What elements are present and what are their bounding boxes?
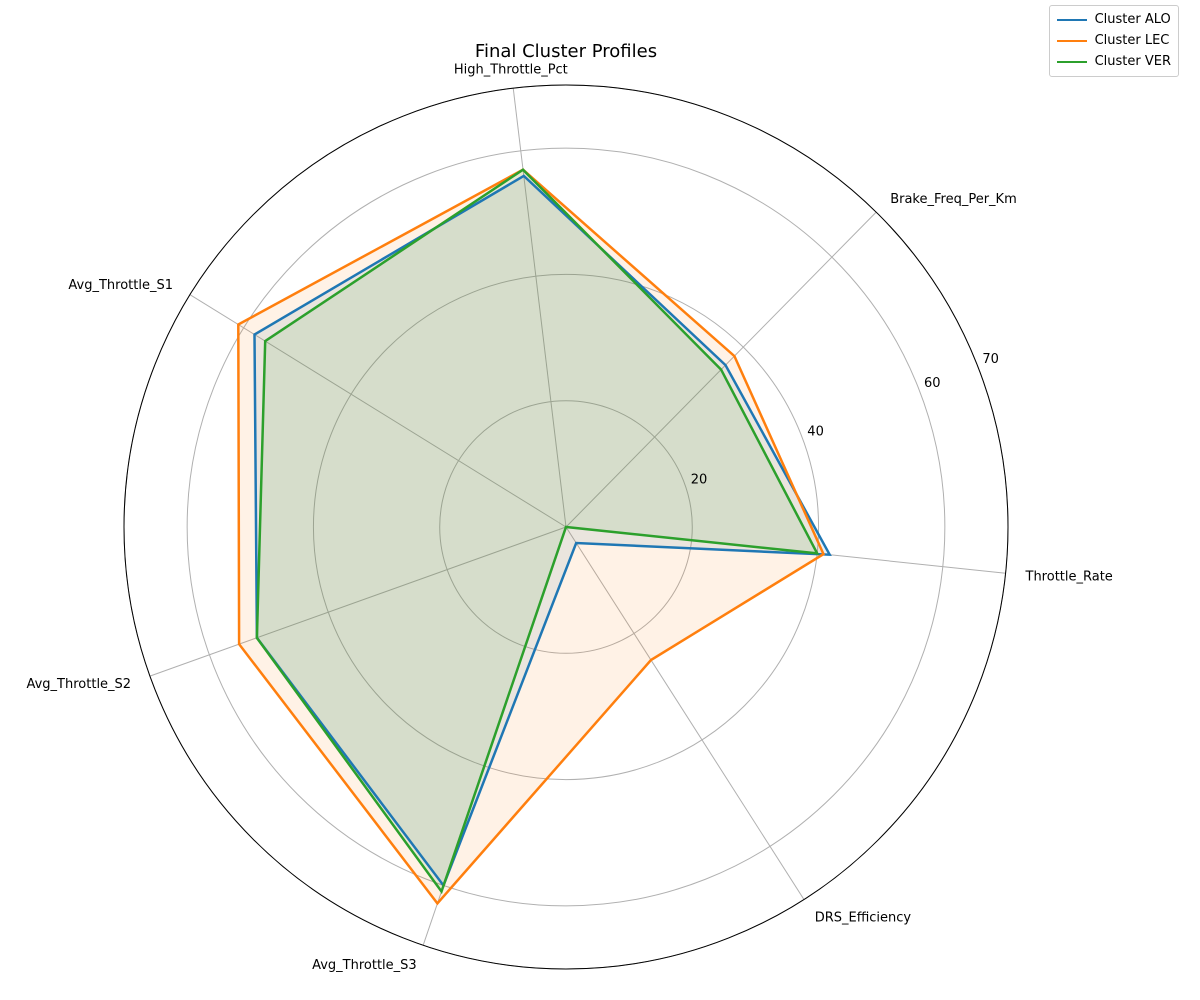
grid-circle-20 (439, 400, 693, 654)
radial-tick-label-70: 70 (982, 352, 999, 367)
radial-tick-label-40: 40 (807, 424, 824, 439)
legend-entry: Cluster ALO (1056, 9, 1171, 30)
series-line-cluster-alo (253, 174, 832, 889)
legend-entry: Cluster LEC (1056, 30, 1171, 51)
spoke-DRS_Efficiency (565, 526, 805, 900)
axis-label-Avg_Throttle_S3: Avg_Throttle_S3 (312, 958, 417, 973)
legend-entry: Cluster VER (1056, 51, 1171, 72)
grid-circle-40 (312, 273, 820, 781)
legend-label: Cluster VER (1094, 54, 1171, 69)
series-line-cluster-ver (255, 168, 820, 895)
spoke-Avg_Throttle_S1 (189, 294, 567, 528)
grid-circle-60 (186, 147, 946, 907)
axis-label-Throttle_Rate: Throttle_Rate (1025, 569, 1113, 584)
axis-label-High_Throttle_Pct: High_Throttle_Pct (454, 62, 568, 77)
radial-tick-label-20: 20 (691, 473, 708, 488)
series-fill-cluster-ver (256, 169, 818, 892)
axis-label-DRS_Efficiency: DRS_Efficiency (815, 910, 912, 925)
chart-title: Final Cluster Profiles (475, 41, 657, 62)
label-layer: Throttle_Rate Brake_Freq_Per_Km High_Throt… (26, 62, 1112, 973)
legend-label: Cluster ALO (1094, 12, 1171, 27)
radial-tick-label-60: 60 (924, 376, 941, 391)
series-fill-cluster-alo (254, 175, 830, 886)
spoke-Avg_Throttle_S2 (149, 526, 567, 677)
axis-label-Avg_Throttle_S1: Avg_Throttle_S1 (68, 278, 173, 293)
legend-swatch (1056, 60, 1087, 63)
legend-swatch (1056, 39, 1087, 42)
axis-label-Avg_Throttle_S2: Avg_Throttle_S2 (26, 677, 131, 692)
series-line-cluster-lec (237, 168, 826, 906)
series-fill-cluster-lec (238, 169, 824, 904)
outer-frame (123, 84, 1009, 970)
legend-swatch (1056, 18, 1087, 21)
legend: Cluster ALO Cluster LEC Cluster VER (1048, 5, 1179, 77)
legend-label: Cluster LEC (1094, 33, 1170, 48)
spoke-High_Throttle_Pct (512, 88, 567, 528)
axis-label-Brake_Freq_Per_Km: Brake_Freq_Per_Km (890, 192, 1017, 207)
series-layer (237, 168, 832, 906)
